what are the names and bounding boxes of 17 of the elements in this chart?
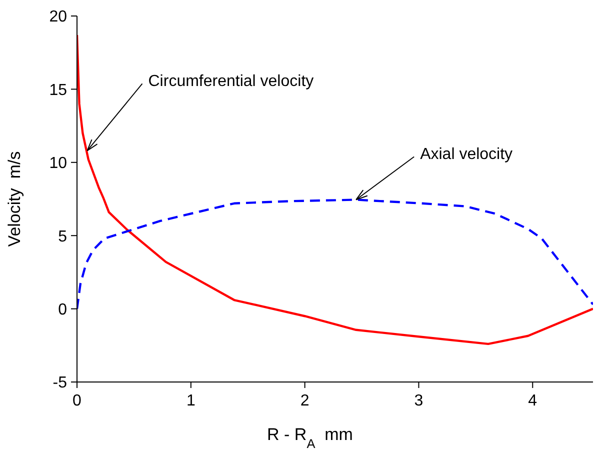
- y-tick-label: 5: [58, 228, 68, 246]
- y-axis-title: Velocity m/s: [5, 151, 24, 247]
- line-series: [77, 34, 593, 346]
- line-series: [77, 198, 593, 310]
- y-tick-label: -5: [52, 374, 68, 392]
- x-tick-label: 1: [186, 392, 196, 410]
- annotation: Circumferential velocity: [148, 72, 314, 90]
- x-tick-label: 4: [528, 392, 538, 410]
- y-tick-label: 20: [49, 8, 68, 26]
- x-tick-label: 3: [414, 392, 424, 410]
- y-tick-label: 0: [58, 301, 68, 318]
- x-tick-label: 2: [300, 392, 310, 410]
- annotation: Axial velocity: [420, 146, 513, 163]
- y-tick-label: 15: [49, 82, 68, 99]
- x-tick-label: 0: [72, 392, 82, 410]
- y-tick-label: 10: [49, 155, 68, 172]
- x-axis-title: R - R$_{A}$ mm: [267, 425, 353, 449]
